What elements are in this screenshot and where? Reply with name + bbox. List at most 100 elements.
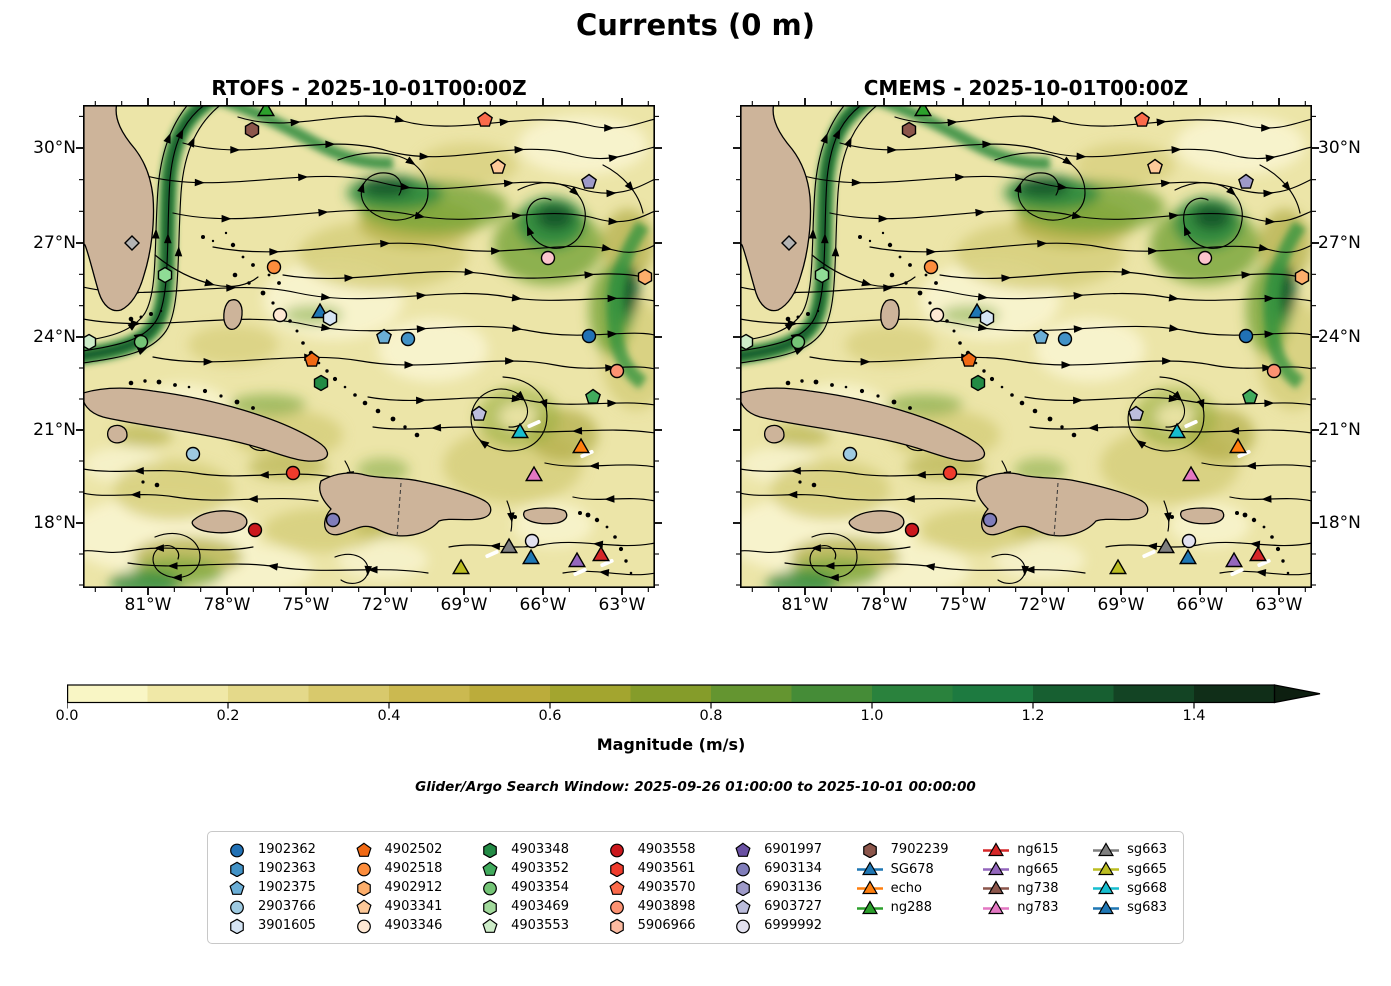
6903134-marker-icon	[736, 862, 751, 876]
legend-item-4902518: 4902518	[351, 859, 443, 878]
map-marker	[637, 268, 653, 286]
map-marker	[1238, 173, 1254, 189]
legend-item-label: SG678	[890, 861, 934, 877]
4902518-marker-icon	[356, 862, 371, 876]
map-marker	[400, 331, 416, 347]
lat-tick-label: 30°N	[1318, 138, 1361, 158]
legend-item-label: ng738	[1017, 880, 1059, 896]
lat-tick-label: 24°N	[33, 327, 76, 347]
colorbar-tick-label: 1.2	[1021, 708, 1045, 724]
legend-item-label: 6901997	[764, 842, 823, 857]
legend-item-7902239: 7902239	[857, 840, 949, 859]
lon-tick-label: 66°W	[1176, 595, 1224, 615]
lon-tick-label: 63°W	[598, 595, 646, 615]
map-marker	[1197, 250, 1213, 266]
7902239-marker-icon	[862, 842, 877, 858]
map-marker	[901, 121, 917, 139]
legend-item-label: 6999992	[764, 918, 823, 933]
colorbar-tick-label: 0.4	[377, 708, 401, 724]
4903348-marker-icon	[483, 842, 497, 858]
legend-item-4903553: 4903553	[477, 916, 569, 935]
map-marker	[814, 266, 830, 284]
lat-tick-label: 30°N	[33, 138, 76, 158]
6901997-marker-icon	[735, 842, 751, 857]
1902375-marker-icon	[229, 880, 245, 895]
map-marker	[451, 558, 471, 575]
4903354-marker-icon	[483, 881, 497, 895]
legend-item-sg665: sg665	[1093, 859, 1167, 878]
legend-item-1902375: 1902375	[224, 878, 316, 897]
legend-column: 1902362 1902363 1902375 2903766 3901605	[224, 840, 316, 935]
figure-title: Currents (0 m)	[575, 8, 816, 42]
map-marker	[982, 512, 998, 528]
map-cmems	[733, 98, 1319, 595]
legend-item-label: 4903570	[637, 880, 696, 895]
legend-item-echo: echo	[856, 879, 949, 898]
map-marker	[581, 328, 597, 344]
map-marker	[1156, 537, 1176, 554]
map-marker	[524, 533, 540, 549]
lon-tick-label: 72°W	[1018, 595, 1066, 615]
legend-item-label: ng615	[1017, 842, 1059, 858]
legend-item-label: 4903341	[384, 899, 443, 914]
map-marker	[1147, 158, 1163, 174]
4903898-marker-icon	[609, 900, 624, 914]
map-marker	[591, 545, 611, 562]
map-marker	[1238, 328, 1254, 344]
lon-tick-label: 78°W	[203, 595, 251, 615]
map-marker	[1033, 328, 1049, 344]
legend-item-label: 2903766	[258, 899, 316, 914]
4903561-marker-icon	[609, 861, 624, 877]
map-marker	[1181, 533, 1197, 549]
legend: 1902362 1902363 1902375 2903766 3901605 49025…	[207, 831, 1184, 944]
legend-item-label: 6903134	[764, 861, 823, 876]
map-marker	[790, 334, 806, 350]
map-marker	[1224, 551, 1244, 568]
map-marker	[1167, 422, 1187, 439]
6999992-marker-icon	[736, 919, 751, 933]
legend-item-label: 4902502	[384, 842, 443, 857]
lon-tick-label: 69°W	[1097, 595, 1145, 615]
4903570-marker-icon	[609, 880, 625, 895]
sg668-marker-icon	[1093, 880, 1120, 895]
legend-item-label: 4903354	[511, 880, 569, 895]
map-marker	[540, 250, 556, 266]
lon-tick-label: 69°W	[440, 595, 488, 615]
legend-item-label: 4903352	[511, 861, 569, 876]
legend-item-label: 7902239	[890, 842, 949, 858]
legend-column: 6901997 6903134 6903136 6903727 6999992	[730, 840, 822, 935]
glider-track-dash	[1230, 567, 1244, 577]
legend-item-4903561: 4903561	[604, 859, 696, 878]
legend-item-4902912: 4902912	[351, 878, 442, 897]
legend-item-sg683: sg683	[1093, 898, 1167, 917]
ng615-marker-icon	[983, 841, 1010, 856]
ng288-marker-icon	[856, 900, 883, 914]
map-marker	[567, 551, 587, 568]
4902502-marker-icon	[355, 842, 372, 857]
map-marker	[1294, 268, 1310, 286]
legend-column: 4903348 4903352 4903354 4903469 4903553	[477, 840, 569, 935]
legend-item-4903558: 4903558	[604, 840, 696, 859]
legend-item-label: 4902518	[384, 861, 443, 876]
lat-tick-label: 18°N	[1318, 513, 1361, 533]
legend-item-label: 4903348	[511, 842, 569, 857]
map-marker	[1128, 405, 1144, 421]
legend-item-label: ng288	[890, 900, 932, 916]
legend-column: 7902239 SG678 echo ng288	[856, 840, 949, 935]
legend-item-1902362: 1902362	[224, 840, 316, 859]
legend-item-label: 4903558	[637, 842, 696, 857]
legend-column: 4903558 4903561 4903570 4903898 5906966	[604, 840, 696, 935]
colorbar	[67, 684, 1321, 709]
legend-item-label: sg665	[1127, 861, 1167, 877]
6903727-marker-icon	[735, 899, 751, 914]
4903558-marker-icon	[609, 843, 624, 857]
map-marker	[133, 334, 149, 350]
map-marker	[510, 422, 530, 439]
map-marker	[256, 105, 276, 117]
legend-item-SG678: SG678	[856, 859, 949, 878]
legend-item-label: ng783	[1017, 900, 1059, 916]
map-panel-cmems	[733, 98, 1319, 595]
map-marker	[1134, 111, 1150, 127]
map-marker	[285, 465, 301, 481]
